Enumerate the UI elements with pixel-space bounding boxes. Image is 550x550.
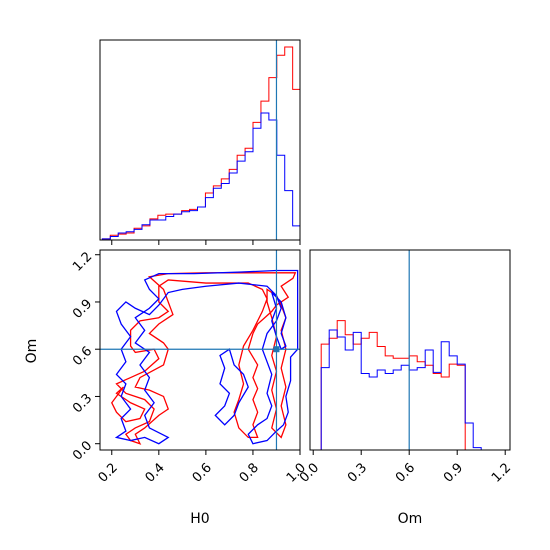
- joint-y-tick-label: 0.9: [70, 297, 95, 322]
- om-marginal-frame: [309, 249, 511, 451]
- om-marginal-panel: 0.0 0.3 0.6 0.9 1.2: [297, 249, 514, 486]
- om-hist-x-tick-label: 0.9: [441, 460, 466, 485]
- joint-x-tick-label: 0.8: [237, 460, 262, 485]
- h0-hist-blue: [101, 112, 300, 240]
- joint-x-tick-label: 0.6: [190, 460, 215, 485]
- h0-marginal-frame: [99, 39, 301, 241]
- joint-x-tick-label: 0.2: [96, 460, 121, 485]
- h0-marginal-panel: [99, 39, 301, 245]
- om-hist-blue: [313, 329, 498, 450]
- om-hist-x-tick-label: 0.6: [393, 460, 418, 485]
- y-axis-label-om: Om: [24, 339, 40, 364]
- contour-blue-0: [114, 269, 299, 445]
- x-axis-label-h0: H0: [190, 511, 209, 527]
- om-hist-red: [313, 320, 498, 450]
- joint-frame: [99, 249, 301, 451]
- om-hist-x-tick-label: 1.2: [489, 460, 514, 485]
- joint-x-tick-label: 0.4: [143, 460, 168, 485]
- joint-y-tick-label: 0.3: [70, 391, 95, 416]
- joint-y-tick-label: 0.0: [70, 438, 95, 463]
- contour-red-0: [115, 272, 297, 445]
- contour-blue-2: [271, 292, 287, 351]
- joint-truth-marker: [273, 346, 280, 353]
- h0-om-joint-panel: 0.2 0.4 0.6 0.8 1.00.00.30.60.91.2: [70, 249, 309, 485]
- joint-y-tick-label: 0.6: [70, 344, 95, 369]
- h0-hist-red: [101, 46, 300, 240]
- contour-red-1: [111, 386, 146, 423]
- om-hist-x-tick-label: 0.3: [345, 460, 370, 485]
- contour-blue-1: [214, 348, 249, 426]
- joint-y-tick-label: 1.2: [70, 249, 95, 274]
- x-axis-label-om: Om: [398, 511, 423, 527]
